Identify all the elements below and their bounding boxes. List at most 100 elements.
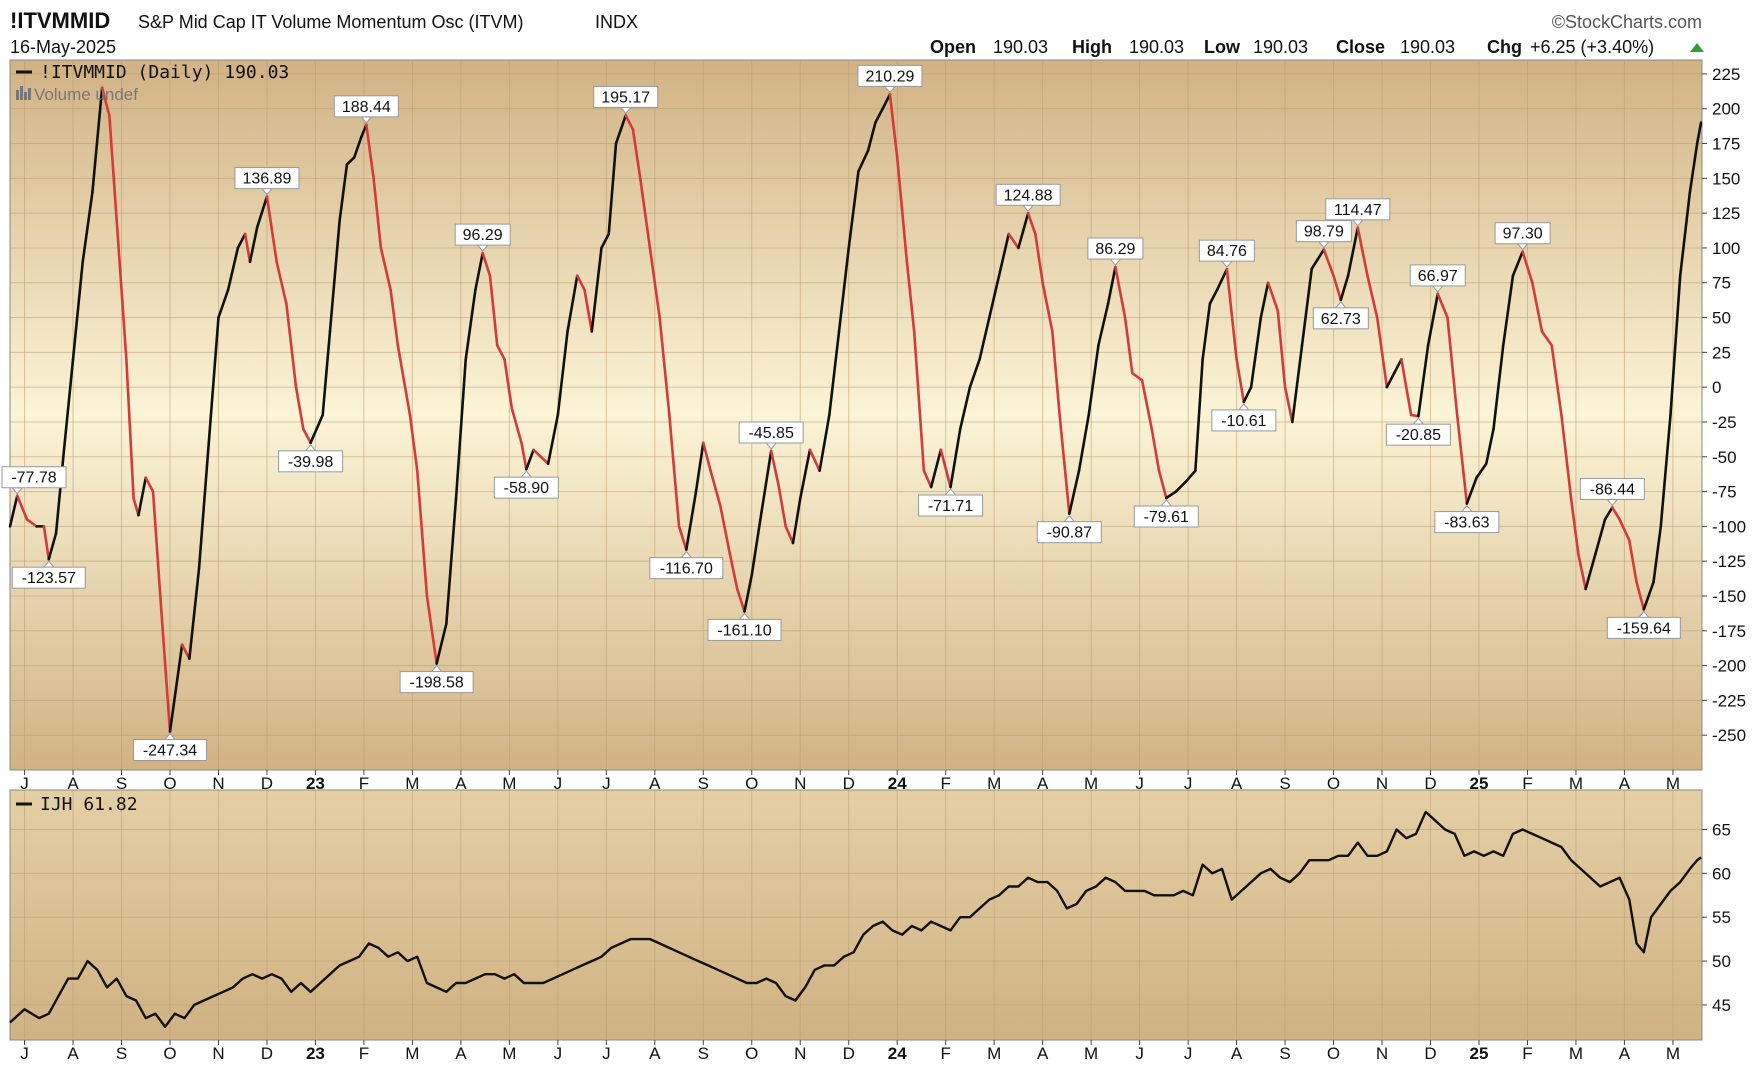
y-tick-label: -200	[1712, 657, 1746, 676]
oscillator-segment	[379, 246, 392, 292]
oscillator-segment	[47, 532, 58, 561]
oscillator-segment	[777, 483, 788, 528]
oscillator-segment	[1017, 212, 1030, 250]
oscillator-segment	[760, 449, 773, 514]
oscillator-segment	[158, 594, 172, 733]
y-tick-label: 100	[1712, 239, 1740, 258]
oscillator-segment	[1201, 302, 1212, 361]
peak-label-text: -83.63	[1444, 515, 1489, 532]
x-tick-label: F	[1522, 774, 1532, 793]
peak-label-box	[1211, 409, 1277, 432]
oscillator-segment	[1194, 358, 1204, 472]
peak-label-box	[1198, 239, 1255, 262]
oscillator-segment	[1560, 413, 1573, 500]
peak-label-box	[857, 64, 923, 87]
x-tick-label: D	[843, 774, 855, 793]
peak-label: -20.85	[1385, 417, 1451, 446]
oscillator-segment	[648, 246, 661, 319]
peak-label: -159.64	[1606, 610, 1681, 639]
oscillator-segment	[408, 413, 419, 472]
peak-label: 195.17	[593, 85, 659, 115]
peak-label-text: -58.90	[504, 480, 549, 497]
peak-label: 210.29	[857, 64, 923, 94]
y-tick-label: 50	[1712, 309, 1731, 328]
oscillator-segment	[556, 330, 569, 417]
peak-label: 98.79	[1295, 220, 1352, 249]
ijh-price-path	[9, 810, 1702, 1028]
x-tick-label: A	[455, 1044, 467, 1063]
oscillator-segment	[188, 566, 201, 660]
oscillator-segment	[1174, 480, 1187, 493]
peak-label-box	[454, 223, 511, 246]
peak-label: -247.34	[132, 732, 207, 761]
oscillator-segment	[685, 490, 698, 551]
oscillator-segment	[583, 288, 594, 333]
high-label: High	[1072, 37, 1112, 57]
oscillator-segment	[1550, 344, 1563, 417]
y-tick-label: -225	[1712, 691, 1746, 710]
oscillator-segment	[525, 448, 535, 471]
oscillator-segment	[207, 316, 220, 445]
oscillator-segment	[1678, 190, 1692, 278]
peak-label-box	[132, 738, 207, 761]
peak-label: -198.58	[399, 664, 474, 694]
peak-label: -86.44	[1579, 477, 1645, 507]
oscillator-segment	[1669, 274, 1682, 417]
x-tick-label: S	[116, 1044, 127, 1063]
oscillator-segment	[818, 413, 831, 472]
x-tick-label: D	[261, 774, 273, 793]
oscillator-segment	[510, 406, 523, 445]
x-tick-label: J	[1135, 774, 1144, 793]
peak-label: -39.98	[278, 444, 344, 473]
peak-label-text: 98.79	[1304, 224, 1344, 241]
oscillator-segment	[1332, 274, 1343, 302]
x-tick-label: A	[1231, 774, 1243, 793]
ijh-price-line	[9, 810, 1702, 1028]
oscillator-segment	[175, 643, 184, 681]
x-tick-label: O	[163, 1044, 176, 1063]
bottom-y-ticks: 65 60 55 50 45	[1702, 820, 1731, 1015]
oscillator-segment	[1034, 232, 1044, 285]
x-tick-label: 24	[888, 1044, 907, 1063]
oscillator-segment	[1577, 552, 1587, 591]
peak-label-box	[707, 618, 782, 641]
oscillator-segment	[321, 330, 332, 417]
oscillator-segment	[1283, 385, 1294, 424]
peak-label-text: 96.29	[463, 227, 503, 244]
oscillator-segment	[445, 497, 458, 626]
peak-label-text: -247.34	[143, 742, 197, 759]
oscillator-segment	[91, 86, 104, 194]
oscillator-segment	[1300, 267, 1314, 347]
oscillator-segment	[1356, 226, 1369, 278]
oscillator-segment	[791, 497, 802, 545]
oscillator-segment	[1106, 265, 1117, 305]
oscillator-segment	[1259, 281, 1270, 319]
oscillator-segment	[132, 497, 140, 517]
oscillator-segment	[857, 149, 870, 173]
low-value: 190.03	[1253, 37, 1308, 57]
oscillator-segment	[1584, 552, 1597, 591]
oscillator-segment	[988, 274, 1001, 319]
peak-label-text: -161.10	[717, 622, 771, 639]
y-tick-label: -75	[1712, 483, 1737, 502]
oscillator-segment	[750, 511, 763, 577]
x-tick-label: O	[745, 774, 758, 793]
peak-label: 84.76	[1198, 239, 1255, 268]
oscillator-segment	[415, 469, 429, 598]
oscillator-segment	[590, 246, 603, 333]
oscillator-segment	[1594, 518, 1607, 556]
peak-label-box	[278, 450, 344, 473]
x-tick-label: M	[1084, 1044, 1098, 1063]
oscillator-segment	[1097, 302, 1110, 347]
oscillator-segment	[784, 525, 795, 545]
oscillator-segment	[372, 177, 383, 250]
peak-label-box	[1036, 521, 1102, 544]
y-tick-label: 75	[1712, 274, 1731, 293]
y-tick-label: -250	[1712, 726, 1746, 745]
peak-label: 188.44	[333, 95, 399, 124]
oscillator-segment	[25, 518, 38, 528]
top-panel-background	[9, 59, 1703, 771]
x-tick-label: N	[794, 1044, 806, 1063]
peak-label-text: -45.85	[748, 425, 793, 442]
oscillator-segment	[168, 678, 179, 733]
